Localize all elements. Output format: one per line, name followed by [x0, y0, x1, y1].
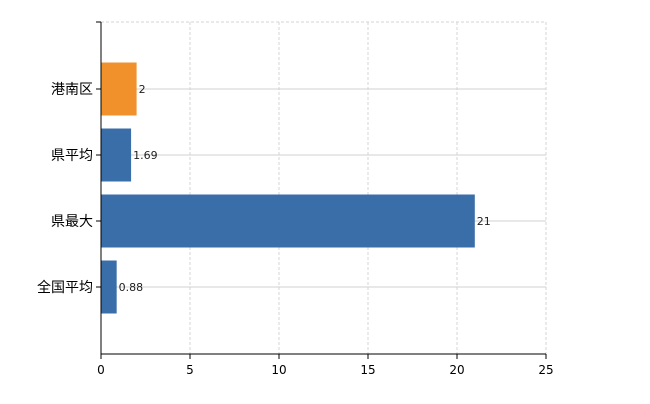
bar [101, 194, 475, 248]
x-tick-label: 20 [449, 363, 464, 377]
y-tick-label: 港南区 [51, 82, 93, 98]
data-label: 0.88 [119, 281, 144, 294]
bar [101, 62, 137, 116]
y-tick-label: 全国平均 [37, 279, 93, 296]
x-tick-label: 15 [360, 363, 375, 377]
x-tick-label: 10 [271, 363, 286, 377]
data-label: 1.69 [133, 149, 158, 162]
x-tick-label: 5 [186, 363, 194, 377]
data-label: 2 [139, 83, 146, 96]
y-tick-label: 県平均 [51, 148, 93, 164]
data-label: 21 [477, 215, 491, 228]
y-tick-label: 県最大 [51, 214, 93, 230]
bar [101, 128, 132, 182]
bar [101, 260, 117, 314]
x-tick-label: 0 [97, 363, 105, 377]
x-tick-label: 25 [538, 363, 553, 377]
